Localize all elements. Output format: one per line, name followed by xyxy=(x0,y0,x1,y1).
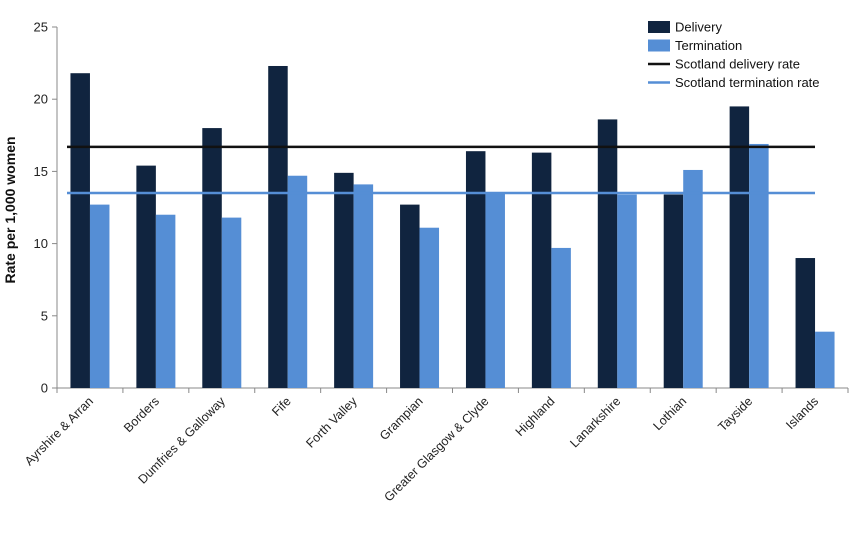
bar-delivery xyxy=(663,194,684,388)
category-label: Fife xyxy=(269,394,294,419)
bar-delivery xyxy=(729,106,750,389)
bar-termination xyxy=(551,247,571,388)
bar-termination xyxy=(419,227,440,388)
category-label: Grampian xyxy=(377,394,426,443)
y-tick-label: 20 xyxy=(34,92,48,107)
category-label: Lanarkshire xyxy=(567,394,623,450)
legend: Delivery Termination Scotland delivery rat… xyxy=(648,20,820,90)
y-tick-label: 0 xyxy=(41,381,48,396)
legend-label: Termination xyxy=(675,38,742,53)
category-label: Highland xyxy=(513,394,558,439)
bar-delivery xyxy=(136,165,156,388)
bar-delivery xyxy=(70,73,90,388)
bar-delivery xyxy=(465,151,486,388)
bar-delivery xyxy=(202,128,222,388)
category-label: Tayside xyxy=(715,394,755,434)
bar-termination xyxy=(155,214,176,388)
bar-delivery xyxy=(268,65,288,388)
bar-termination xyxy=(353,184,374,388)
category-label: Lothian xyxy=(650,394,689,433)
category-label: Ayrshire & Arran xyxy=(22,394,96,468)
legend-swatch xyxy=(648,21,670,33)
y-axis-title: Rate per 1,000 women xyxy=(2,136,18,283)
bar-delivery xyxy=(531,152,552,388)
x-axis xyxy=(56,387,849,393)
bar-termination xyxy=(815,331,835,388)
bar-termination xyxy=(683,169,703,388)
bar-delivery xyxy=(400,204,420,388)
category-label: Islands xyxy=(783,394,821,432)
bar-delivery xyxy=(795,258,816,388)
bar-termination xyxy=(89,204,110,388)
bar-delivery xyxy=(597,119,618,388)
bar-termination xyxy=(221,217,242,388)
y-tick-label: 5 xyxy=(41,308,48,323)
category-label: Forth Valley xyxy=(303,394,360,451)
y-tick-label: 10 xyxy=(34,236,48,251)
bar-delivery xyxy=(334,172,354,388)
bar-termination xyxy=(485,193,505,388)
legend-label: Delivery xyxy=(675,20,722,35)
category-label: Borders xyxy=(121,394,162,435)
y-axis: 0 5 10 15 20 25 xyxy=(34,20,58,396)
legend-swatch xyxy=(648,39,670,52)
bars xyxy=(70,65,835,389)
bar-termination xyxy=(749,143,769,388)
legend-label: Scotland termination rate xyxy=(675,75,820,90)
bar-termination xyxy=(617,194,637,388)
bar-termination xyxy=(287,175,308,388)
y-tick-label: 25 xyxy=(34,20,48,35)
legend-label: Scotland delivery rate xyxy=(675,57,800,72)
y-tick-label: 15 xyxy=(34,164,48,179)
reference-lines xyxy=(67,145,815,195)
